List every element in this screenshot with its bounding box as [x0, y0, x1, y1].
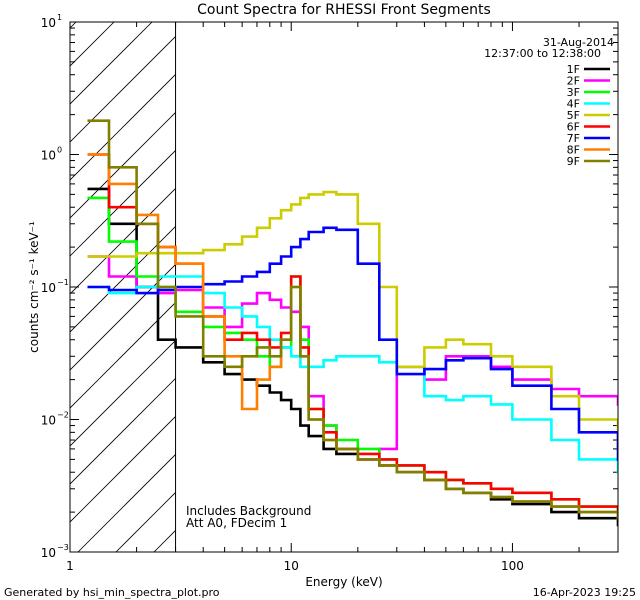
- chart-title: Count Spectra for RHESSI Front Segments: [197, 2, 491, 18]
- legend-label-5F: 5F: [567, 109, 580, 122]
- y-tick-label-exponent: −2: [57, 411, 69, 420]
- annotation-background: Includes Background: [186, 504, 311, 518]
- y-tick-label-base: 10: [41, 414, 56, 428]
- legend-label-4F: 4F: [567, 98, 580, 111]
- x-tick-label: 1: [66, 559, 74, 573]
- y-tick-label-exponent: −3: [57, 543, 69, 552]
- series-line-4F: [87, 275, 618, 474]
- y-tick-label-base: 10: [41, 16, 56, 30]
- annotation-attenuator: Att A0, FDecim 1: [186, 516, 287, 530]
- footer-generator: Generated by hsi_min_spectra_plot.pro: [4, 586, 220, 599]
- date-label: 31-Aug-2014: [543, 36, 614, 49]
- series-line-5F: [87, 190, 618, 451]
- hatch-lines: [70, 22, 176, 552]
- legend-label-7F: 7F: [567, 132, 580, 145]
- y-tick-label: 10 0: [41, 146, 62, 163]
- time-range-label: 12:37:00 to 12:38:00: [484, 47, 601, 60]
- legend-label-6F: 6F: [567, 121, 580, 134]
- y-axis-label: counts cm⁻² s⁻¹ keV⁻¹: [27, 221, 41, 353]
- legend-label-2F: 2F: [567, 75, 580, 88]
- series-lines: [87, 119, 618, 527]
- x-tick-label: 100: [501, 559, 524, 573]
- series-line-6F: [87, 153, 618, 520]
- legend-label-1F: 1F: [567, 63, 580, 76]
- series-line-7F: [87, 226, 618, 461]
- y-tick-label-base: 10: [41, 281, 56, 295]
- series-line-8F: [87, 153, 618, 520]
- x-tick-label: 10: [284, 559, 299, 573]
- series-line-1F: [87, 187, 618, 527]
- excluded-range-hatch: [70, 22, 177, 552]
- legend-label-8F: 8F: [567, 144, 580, 157]
- legend-label-3F: 3F: [567, 86, 580, 99]
- y-tick-label: 10 −2: [41, 411, 69, 428]
- y-tick-label-exponent: −1: [57, 278, 69, 287]
- legend-label-9F: 9F: [567, 155, 580, 168]
- y-tick-label: 10 −3: [41, 543, 69, 560]
- y-tick-label: 10 −1: [41, 278, 69, 295]
- y-tick-label-exponent: 0: [57, 146, 62, 155]
- y-tick-label-exponent: 1: [57, 13, 62, 22]
- footer-timestamp: 16-Apr-2023 19:25: [533, 586, 636, 599]
- y-tick-label-base: 10: [41, 546, 56, 560]
- plot-frame: [69, 21, 619, 553]
- y-tick-label-base: 10: [41, 149, 56, 163]
- series-line-9F: [87, 119, 618, 520]
- x-tick-labels: 1 10 100: [66, 559, 524, 573]
- x-axis-label: Energy (keV): [305, 575, 382, 589]
- y-tick-label: 10 1: [41, 13, 62, 30]
